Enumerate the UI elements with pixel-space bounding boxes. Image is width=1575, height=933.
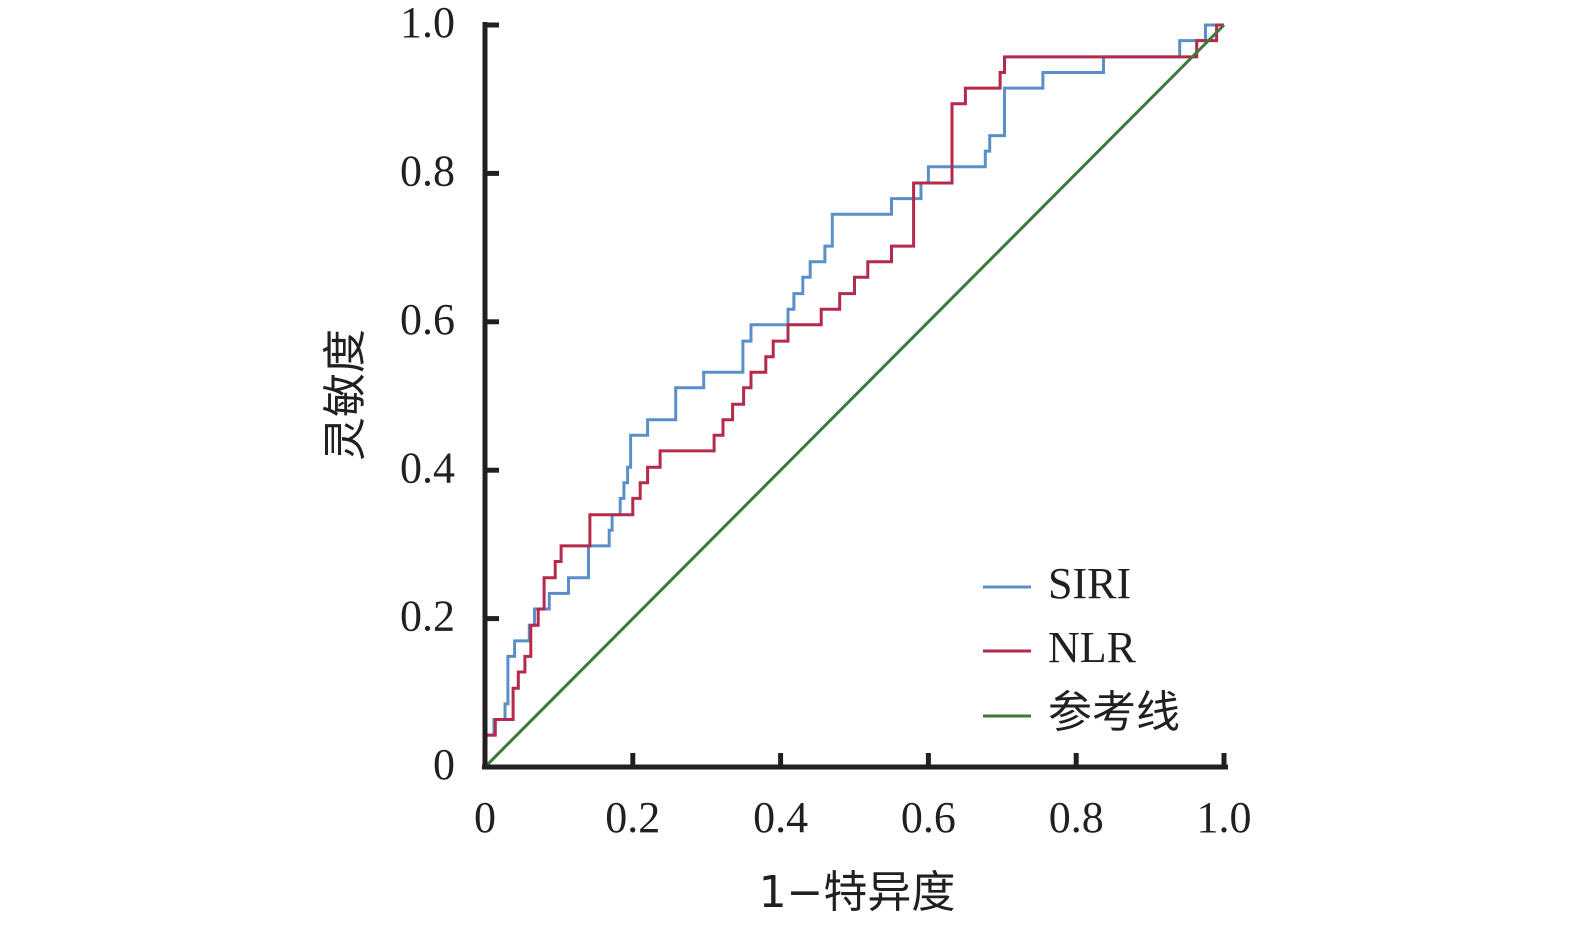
series-layer xyxy=(483,23,1226,769)
y-axis-title: 灵敏度 xyxy=(320,329,371,461)
y-tick-label: 0 xyxy=(433,740,455,789)
x-axis-title: 1−特异度 xyxy=(759,867,956,918)
series-line-reference xyxy=(483,23,1226,769)
y-tick-label: 0.4 xyxy=(400,443,455,492)
legend-label-reference: 参考线 xyxy=(1048,688,1180,737)
x-tick-label: 0.8 xyxy=(1049,793,1104,842)
legend-label-siri: SIRI xyxy=(1048,559,1131,608)
axes-layer xyxy=(482,22,1228,770)
x-tick-label: 0.2 xyxy=(605,793,660,842)
series-line-siri xyxy=(483,23,1224,767)
ticks-layer: 0 0.2 0.4 0.6 0.8 1.0 0 0.2 0.4 0.6 0.8 1.0 xyxy=(400,0,1252,842)
series-line-nlr xyxy=(483,23,1224,767)
y-tick-label: 0.2 xyxy=(400,592,455,641)
legend-label-nlr: NLR xyxy=(1048,623,1137,672)
x-tick-label: 0.6 xyxy=(901,793,956,842)
y-tick-label: 1.0 xyxy=(400,0,455,47)
y-tick-label: 0.6 xyxy=(400,295,455,344)
y-tick-label: 0.8 xyxy=(400,146,455,195)
x-tick-label: 1.0 xyxy=(1197,793,1252,842)
legend: SIRI NLR 参考线 xyxy=(983,559,1180,737)
x-tick-label: 0 xyxy=(474,793,496,842)
x-tick-label: 0.4 xyxy=(753,793,808,842)
